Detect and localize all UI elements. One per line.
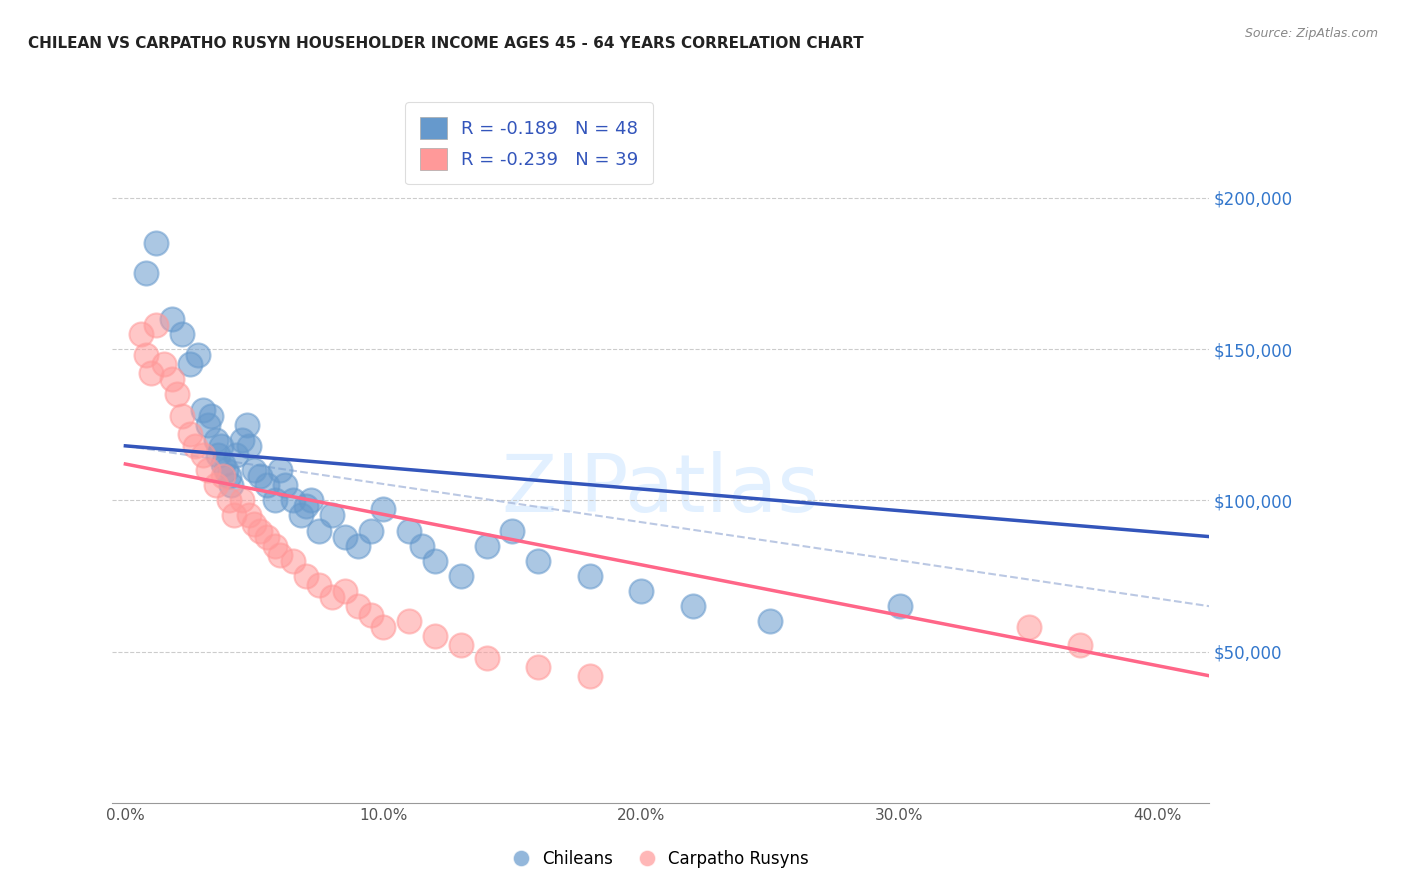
Point xyxy=(209,439,232,453)
Point xyxy=(1018,620,1040,634)
Point xyxy=(153,357,176,371)
Point xyxy=(256,478,278,492)
Point xyxy=(166,387,188,401)
Point xyxy=(243,463,266,477)
Point xyxy=(207,448,229,462)
Point xyxy=(187,348,209,362)
Point xyxy=(264,493,287,508)
Point xyxy=(225,448,247,462)
Point xyxy=(160,311,183,326)
Point xyxy=(475,650,498,665)
Point xyxy=(179,426,201,441)
Point xyxy=(222,508,245,523)
Point xyxy=(135,267,157,281)
Point xyxy=(630,584,652,599)
Point xyxy=(172,326,194,341)
Point xyxy=(141,366,163,380)
Point xyxy=(215,463,238,477)
Point xyxy=(373,620,395,634)
Point xyxy=(129,326,152,341)
Point xyxy=(256,530,278,544)
Point xyxy=(360,524,382,538)
Point xyxy=(321,508,343,523)
Point xyxy=(191,448,214,462)
Point xyxy=(184,439,207,453)
Point xyxy=(172,409,194,423)
Point xyxy=(579,669,602,683)
Point xyxy=(264,539,287,553)
Point xyxy=(249,524,271,538)
Legend: R = -0.189   N = 48, R = -0.239   N = 39: R = -0.189 N = 48, R = -0.239 N = 39 xyxy=(405,103,652,184)
Point xyxy=(238,439,260,453)
Legend: Chileans, Carpatho Rusyns: Chileans, Carpatho Rusyns xyxy=(506,844,815,875)
Point xyxy=(346,539,368,553)
Text: ZIPatlas: ZIPatlas xyxy=(502,450,820,529)
Point xyxy=(759,615,782,629)
Point xyxy=(360,608,382,623)
Point xyxy=(179,357,201,371)
Point xyxy=(145,318,167,332)
Point xyxy=(527,554,550,568)
Point xyxy=(321,590,343,604)
Point xyxy=(197,417,219,432)
Point xyxy=(200,409,222,423)
Point xyxy=(308,578,330,592)
Point xyxy=(219,478,242,492)
Point xyxy=(243,517,266,532)
Point xyxy=(197,463,219,477)
Point xyxy=(204,433,226,447)
Point xyxy=(579,569,602,583)
Point xyxy=(135,348,157,362)
Point xyxy=(274,478,297,492)
Point xyxy=(249,469,271,483)
Text: CHILEAN VS CARPATHO RUSYN HOUSEHOLDER INCOME AGES 45 - 64 YEARS CORRELATION CHAR: CHILEAN VS CARPATHO RUSYN HOUSEHOLDER IN… xyxy=(28,36,863,51)
Point xyxy=(295,500,318,514)
Point xyxy=(191,402,214,417)
Point xyxy=(475,539,498,553)
Point xyxy=(423,629,446,643)
Point xyxy=(527,659,550,673)
Point xyxy=(231,433,253,447)
Point xyxy=(231,493,253,508)
Point xyxy=(160,372,183,386)
Point xyxy=(269,463,291,477)
Point xyxy=(398,615,420,629)
Point xyxy=(346,599,368,614)
Point xyxy=(218,493,240,508)
Point xyxy=(238,508,260,523)
Point xyxy=(333,530,356,544)
Point xyxy=(889,599,911,614)
Point xyxy=(398,524,420,538)
Point xyxy=(212,457,235,471)
Point xyxy=(299,493,322,508)
Point xyxy=(682,599,704,614)
Point xyxy=(423,554,446,568)
Point xyxy=(204,478,226,492)
Point xyxy=(269,548,291,562)
Point xyxy=(333,584,356,599)
Point xyxy=(411,539,433,553)
Point xyxy=(308,524,330,538)
Point xyxy=(281,554,304,568)
Point xyxy=(295,569,318,583)
Point xyxy=(218,469,240,483)
Point xyxy=(450,569,472,583)
Point xyxy=(235,417,257,432)
Point xyxy=(450,639,472,653)
Point xyxy=(501,524,523,538)
Point xyxy=(1069,639,1091,653)
Point xyxy=(212,469,235,483)
Point xyxy=(373,502,395,516)
Point xyxy=(145,236,167,251)
Point xyxy=(281,493,304,508)
Text: Source: ZipAtlas.com: Source: ZipAtlas.com xyxy=(1244,27,1378,40)
Point xyxy=(290,508,312,523)
